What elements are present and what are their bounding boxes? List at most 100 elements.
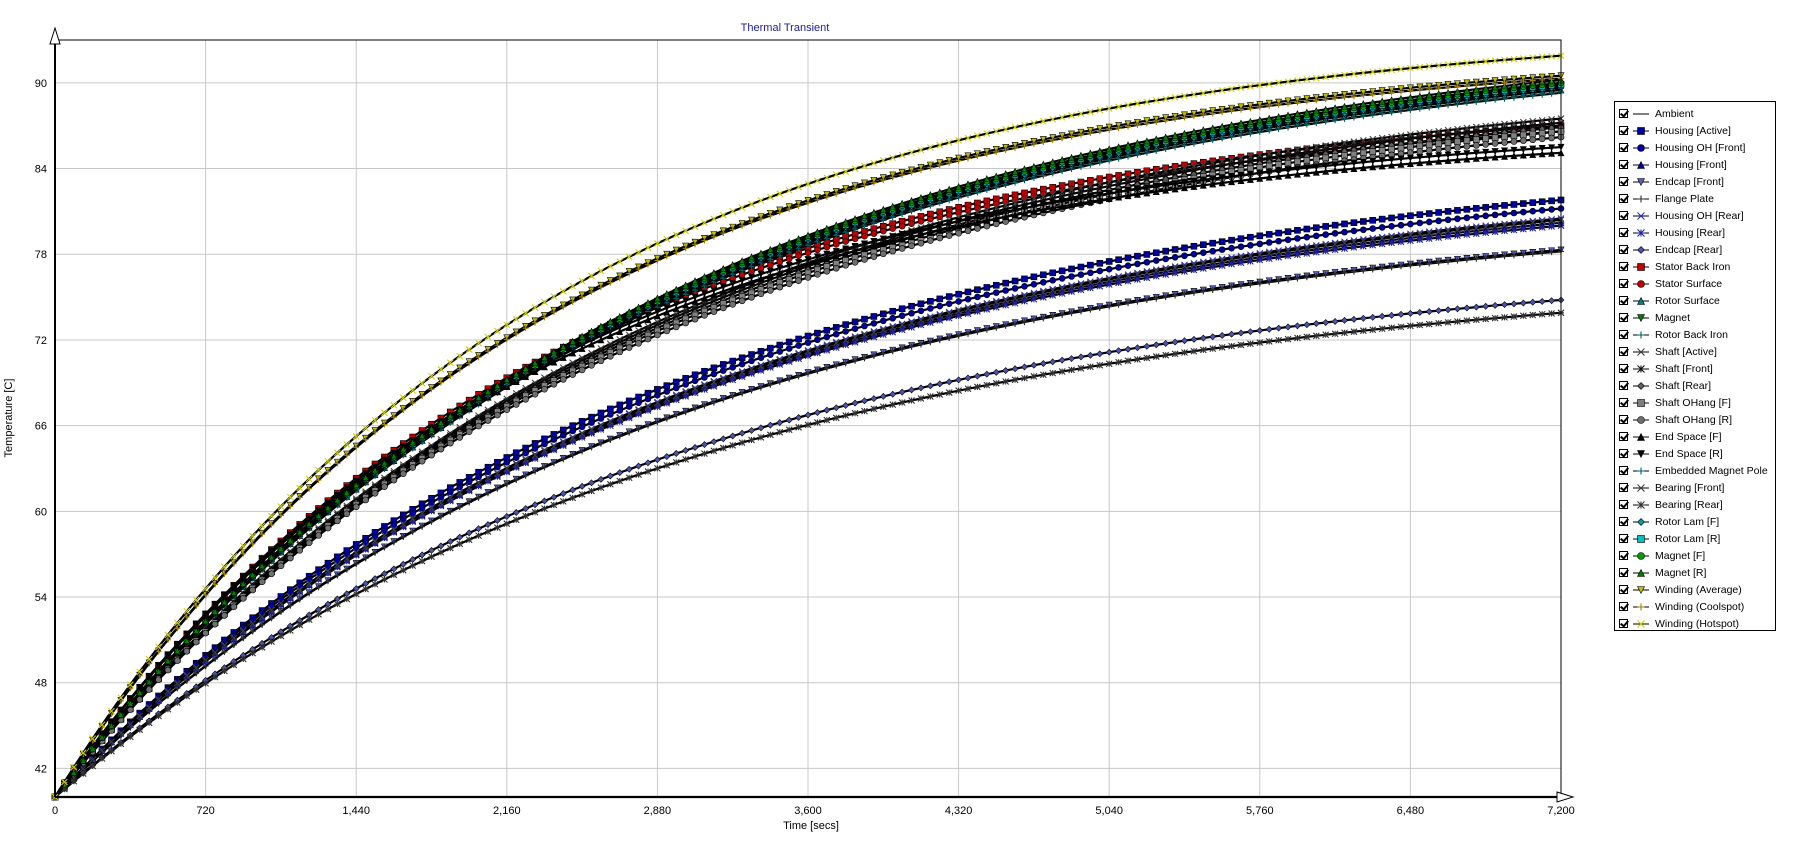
legend-item[interactable]: Rotor Lam [F] <box>1615 513 1775 530</box>
legend-item[interactable]: Housing [Front] <box>1615 156 1775 173</box>
legend-item[interactable]: Bearing [Rear] <box>1615 496 1775 513</box>
legend-checkbox[interactable] <box>1619 551 1628 560</box>
legend-item[interactable]: Magnet [R] <box>1615 564 1775 581</box>
legend-label: Winding (Coolspot) <box>1655 600 1745 613</box>
legend-label: Housing OH [Front] <box>1655 141 1746 154</box>
x-tick-label: 5,040 <box>1095 805 1123 817</box>
legend-checkbox[interactable] <box>1619 585 1628 594</box>
legend-item[interactable]: Winding (Hotspot) <box>1615 615 1775 632</box>
legend-checkbox[interactable] <box>1619 466 1628 475</box>
legend-item[interactable]: Housing OH [Front] <box>1615 139 1775 156</box>
legend-checkbox[interactable] <box>1619 500 1628 509</box>
legend-checkbox[interactable] <box>1619 126 1628 135</box>
x-tick-label: 2,160 <box>493 805 521 817</box>
legend-checkbox[interactable] <box>1619 517 1628 526</box>
legend-label: End Space [R] <box>1655 447 1723 460</box>
legend-checkbox[interactable] <box>1619 347 1628 356</box>
legend-label: Housing [Rear] <box>1655 226 1726 239</box>
circle-marker-icon <box>1633 279 1649 288</box>
legend-checkbox[interactable] <box>1619 398 1628 407</box>
legend-checkbox[interactable] <box>1619 415 1628 424</box>
legend-checkbox[interactable] <box>1619 262 1628 271</box>
legend-item[interactable]: Stator Surface <box>1615 275 1775 292</box>
y-tick-label: 78 <box>35 249 47 261</box>
legend-item[interactable]: Winding (Average) <box>1615 581 1775 598</box>
triangle-down-marker-icon <box>1633 585 1649 594</box>
series-endcap-rear <box>51 296 1565 801</box>
legend-checkbox[interactable] <box>1619 160 1628 169</box>
x-tick-label: 3,600 <box>794 805 822 817</box>
legend-checkbox[interactable] <box>1619 143 1628 152</box>
legend-item[interactable]: Shaft [Active] <box>1615 343 1775 360</box>
legend-item[interactable]: Rotor Surface <box>1615 292 1775 309</box>
legend-item[interactable]: Endcap [Front] <box>1615 173 1775 190</box>
legend-item[interactable]: Housing [Rear] <box>1615 224 1775 241</box>
legend-checkbox[interactable] <box>1619 279 1628 288</box>
y-tick-label: 48 <box>35 678 47 690</box>
legend-label: Bearing [Rear] <box>1655 498 1723 511</box>
legend-label: Shaft [Active] <box>1655 345 1717 358</box>
legend-item[interactable]: Shaft OHang [R] <box>1615 411 1775 428</box>
legend-item[interactable]: Flange Plate <box>1615 190 1775 207</box>
legend-item[interactable]: Housing [Active] <box>1615 122 1775 139</box>
x-tick-label: 2,880 <box>644 805 672 817</box>
legend-item[interactable]: Magnet [F] <box>1615 547 1775 564</box>
legend-item[interactable]: Magnet <box>1615 309 1775 326</box>
x-tick-label: 720 <box>196 805 214 817</box>
legend-label: Shaft OHang [F] <box>1655 396 1731 409</box>
legend-checkbox[interactable] <box>1619 109 1628 118</box>
legend-label: Endcap [Rear] <box>1655 243 1723 256</box>
legend-item[interactable]: Stator Back Iron <box>1615 258 1775 275</box>
triangle-marker-icon <box>1633 568 1649 577</box>
series-magnet-r <box>51 76 1565 801</box>
legend-item[interactable]: Ambient <box>1615 105 1775 122</box>
legend-item[interactable]: Endcap [Rear] <box>1615 241 1775 258</box>
x-tick-label: 6,480 <box>1397 805 1425 817</box>
legend-item[interactable]: Bearing [Front] <box>1615 479 1775 496</box>
legend-checkbox[interactable] <box>1619 194 1628 203</box>
legend-checkbox[interactable] <box>1619 483 1628 492</box>
x-marker-icon <box>1633 211 1649 220</box>
legend-checkbox[interactable] <box>1619 432 1628 441</box>
legend-checkbox[interactable] <box>1619 177 1628 186</box>
triangle-down-marker-icon <box>1633 449 1649 458</box>
legend-checkbox[interactable] <box>1619 211 1628 220</box>
legend-checkbox[interactable] <box>1619 449 1628 458</box>
legend-label: End Space [F] <box>1655 430 1722 443</box>
y-tick-label: 60 <box>35 506 47 518</box>
legend-item[interactable]: Rotor Lam [R] <box>1615 530 1775 547</box>
legend-item[interactable]: End Space [R] <box>1615 445 1775 462</box>
legend-checkbox[interactable] <box>1619 296 1628 305</box>
plus-marker-icon <box>1633 195 1649 202</box>
series-bearing-rear <box>51 309 1565 801</box>
diamond-marker-icon <box>1633 245 1649 254</box>
legend-item[interactable]: Housing OH [Rear] <box>1615 207 1775 224</box>
legend-item[interactable]: Rotor Back Iron <box>1615 326 1775 343</box>
line-marker-icon <box>1633 113 1649 114</box>
x-tick-label: 1,440 <box>342 805 370 817</box>
legend-checkbox[interactable] <box>1619 534 1628 543</box>
legend-label: Magnet [F] <box>1655 549 1706 562</box>
legend-item[interactable]: Embedded Magnet Pole <box>1615 462 1775 479</box>
legend-checkbox[interactable] <box>1619 568 1628 577</box>
legend-checkbox[interactable] <box>1619 313 1628 322</box>
legend-checkbox[interactable] <box>1619 381 1628 390</box>
legend-checkbox[interactable] <box>1619 619 1628 628</box>
legend-checkbox[interactable] <box>1619 364 1628 373</box>
legend-item[interactable]: Winding (Coolspot) <box>1615 598 1775 615</box>
y-tick-label: 72 <box>35 335 47 347</box>
diamond-marker-icon <box>1633 517 1649 526</box>
legend-checkbox[interactable] <box>1619 245 1628 254</box>
legend-label: Flange Plate <box>1655 192 1714 205</box>
legend-item[interactable]: Shaft [Front] <box>1615 360 1775 377</box>
legend-item[interactable]: Shaft OHang [F] <box>1615 394 1775 411</box>
legend-checkbox[interactable] <box>1619 330 1628 339</box>
triangle-down-marker-icon <box>1633 177 1649 186</box>
legend-checkbox[interactable] <box>1619 602 1628 611</box>
legend-label: Housing [Front] <box>1655 158 1727 171</box>
legend-item[interactable]: End Space [F] <box>1615 428 1775 445</box>
legend-label: Housing [Active] <box>1655 124 1731 137</box>
legend-item[interactable]: Shaft [Rear] <box>1615 377 1775 394</box>
legend-checkbox[interactable] <box>1619 228 1628 237</box>
square-marker-icon <box>1633 534 1649 543</box>
